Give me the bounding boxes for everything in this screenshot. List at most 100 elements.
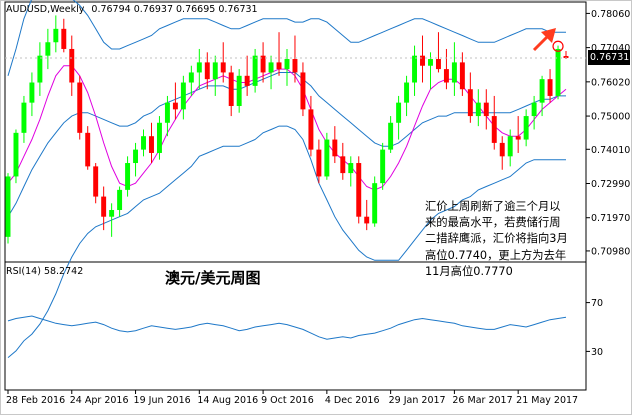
candle-body (412, 55, 418, 83)
candle-body (204, 62, 210, 80)
annotation-line: 高位0.7740，更上方为去年 (425, 248, 567, 262)
candle-body (244, 75, 250, 86)
candle-body (125, 163, 131, 190)
candle-body (396, 102, 402, 123)
candle-body (340, 156, 346, 174)
candle-body (348, 163, 354, 174)
price-tick-label: 0.71970 (591, 213, 630, 224)
candle-body (332, 139, 338, 157)
bollinger-upper-line (7, 0, 566, 76)
candle-body (547, 79, 553, 96)
rsi-tick-label: 70 (591, 298, 603, 309)
candle-body (29, 82, 35, 103)
time-tick-label: 14 Aug 2016 (197, 395, 258, 406)
candle-body (372, 183, 378, 224)
candle-body (228, 72, 234, 106)
candle-body (475, 102, 481, 117)
candle-body (212, 62, 218, 80)
annotation-marks (5, 28, 586, 59)
candle-body (5, 176, 11, 237)
candle-body (420, 55, 425, 66)
price-tick-label: 0.75000 (591, 112, 630, 123)
candle-body (69, 48, 75, 83)
annotation-line: 二措辞鹰派，汇价将指向3月 (425, 232, 568, 246)
candle-body (180, 82, 186, 110)
price-tick-label: 0.76020 (591, 77, 630, 88)
annotation-line: 来的最高水平，若费储行周 (425, 216, 561, 230)
candle-body (13, 132, 19, 177)
candle-body (172, 102, 178, 110)
candle-body (101, 196, 107, 217)
candle-body (499, 142, 505, 157)
bollinger-lower-line (7, 125, 566, 358)
candle-body (531, 102, 537, 117)
price-pane (5, 0, 569, 358)
candle-body (268, 62, 274, 73)
candle-body (428, 59, 433, 66)
rsi-label: RSI(14) 58.2742 (6, 266, 84, 277)
rsi-pane (7, 315, 567, 340)
candle-body (380, 149, 386, 184)
price-tick-label: 0.74010 (591, 145, 630, 156)
candle-body (507, 136, 513, 157)
candle-body (364, 216, 370, 224)
time-tick-label: 29 Jan 2017 (389, 395, 446, 406)
candle-body (85, 132, 91, 167)
candle-body (451, 62, 457, 83)
chart-header: AUDUSD,Weekly 0.76794 0.76937 0.76695 0.… (6, 4, 258, 15)
rsi-tick-label: 30 (591, 347, 603, 358)
candle-body (316, 149, 322, 177)
chart-name: 澳元/美元周图 (165, 269, 261, 287)
time-tick-label: 4 Dec 2016 (325, 395, 380, 406)
time-tick-label: 9 Oct 2016 (261, 395, 314, 406)
candle-body (252, 55, 258, 86)
candle-body (300, 72, 306, 110)
annotation-line: 汇价上周刷新了逾三个月以 (425, 200, 561, 213)
candle-body (149, 136, 154, 153)
time-tick-label: 21 May 2017 (516, 395, 578, 406)
annotation-line: 11月高位0.7770 (425, 264, 513, 278)
price-tick-label: 0.77040 (591, 43, 630, 54)
candle-body (141, 136, 146, 150)
candle-body (388, 122, 394, 150)
candle-body (260, 55, 266, 73)
annotation-text: 汇价上周刷新了逾三个月以 来的最高水平，若费储行周 二措辞鹰派，汇价将指向3月 … (425, 199, 585, 280)
candle-body (459, 62, 465, 90)
candle-body (467, 89, 473, 117)
symbol-label: AUDUSD,Weekly (6, 4, 85, 15)
candle-body (133, 149, 139, 164)
candle-body (156, 122, 162, 153)
candle-body (483, 102, 489, 117)
candle-body (196, 62, 202, 73)
price-tick-label: 0.70980 (591, 246, 630, 257)
candle-body (515, 136, 521, 140)
candle-body (435, 59, 441, 70)
candle-body (109, 210, 115, 217)
candle-body (491, 116, 497, 143)
candle-body (236, 75, 242, 106)
highlight-circle-icon (552, 40, 564, 52)
candle-body (539, 79, 545, 103)
candle-body (292, 59, 298, 73)
candle-body (356, 163, 362, 217)
candle-body (443, 69, 449, 83)
time-tick-label: 24 Apr 2016 (70, 395, 129, 406)
candle-body (523, 116, 529, 140)
candle-body (45, 42, 51, 56)
candle-body (324, 139, 330, 177)
time-tick-label: 19 Jun 2016 (134, 395, 191, 406)
candle-body (37, 55, 43, 83)
candle-body (276, 62, 282, 70)
candle-body (164, 102, 170, 123)
time-tick-label: 28 Feb 2016 (6, 395, 65, 406)
candle-body (308, 109, 314, 150)
candle-body (220, 62, 226, 73)
rsi-line (7, 315, 567, 340)
candle-body (284, 59, 290, 70)
time-tick-label: 26 Mar 2017 (452, 395, 512, 406)
candle-body (404, 82, 410, 103)
price-tick-label: 0.72990 (591, 179, 630, 190)
candle-body (77, 82, 83, 133)
candle-body (53, 28, 59, 43)
